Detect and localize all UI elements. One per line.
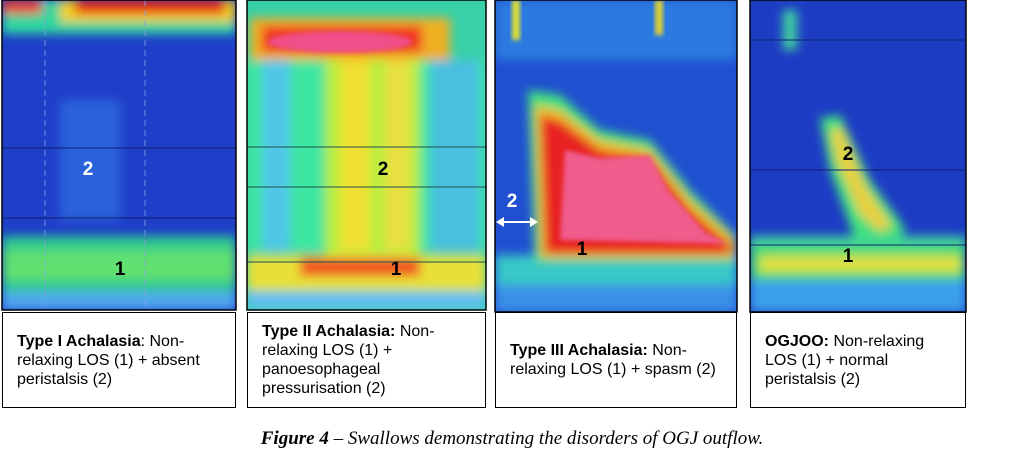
- label-peristalsis: 2: [507, 191, 518, 212]
- panel-frame: [246, 0, 487, 311]
- caption-bold: OGJOO:: [765, 332, 830, 350]
- label-peristalsis: 2: [843, 144, 854, 165]
- caption: OGJOO: Non-relaxing LOS (1) + normal per…: [765, 332, 951, 389]
- label-los: 1: [391, 259, 402, 280]
- caption: Type II Achalasia: Non-relaxing LOS (1) …: [262, 322, 471, 398]
- label-los: 1: [115, 259, 126, 280]
- caption-box: OGJOO: Non-relaxing LOS (1) + normal per…: [750, 312, 966, 408]
- caption-bold: Type I Achalasia: [17, 332, 141, 350]
- label-los: 1: [577, 239, 588, 260]
- heatmap-4: [750, 0, 966, 312]
- caption: Type III Achalasia: Non-relaxing LOS (1)…: [510, 341, 722, 379]
- heatmap-3: [495, 0, 737, 312]
- label-peristalsis: 2: [378, 159, 389, 180]
- figure-caption: Figure 4 – Swallows demonstrating the di…: [0, 428, 1024, 450]
- label-peristalsis: 2: [83, 159, 94, 180]
- caption-bold: Type III Achalasia:: [510, 342, 648, 359]
- caption-text: Non-relaxing LOS (1) + panoesophageal pr…: [262, 323, 435, 397]
- caption-text: : Non-relaxing LOS (1) + absent peristal…: [17, 332, 200, 388]
- label-los: 1: [843, 246, 854, 267]
- figure-label: Figure 4: [260, 428, 329, 449]
- panel-frame: [1, 0, 237, 311]
- arrow: [496, 217, 538, 227]
- heatmap-2: [247, 0, 486, 310]
- caption-box: Type II Achalasia: Non-relaxing LOS (1) …: [247, 312, 486, 408]
- heatmap-1: [2, 0, 236, 310]
- caption-text: Non-relaxing LOS (1) + spasm (2): [510, 342, 716, 378]
- caption-box: Type III Achalasia: Non-relaxing LOS (1)…: [495, 312, 737, 408]
- caption-text: Non-relaxing LOS (1) + normal peristalsi…: [765, 332, 925, 388]
- figure-caption-text: – Swallows demonstrating the disorders o…: [328, 428, 764, 449]
- caption-box: Type I Achalasia: Non-relaxing LOS (1) +…: [2, 312, 236, 408]
- caption-bold: Type II Achalasia:: [262, 323, 396, 340]
- caption: Type I Achalasia: Non-relaxing LOS (1) +…: [17, 332, 221, 389]
